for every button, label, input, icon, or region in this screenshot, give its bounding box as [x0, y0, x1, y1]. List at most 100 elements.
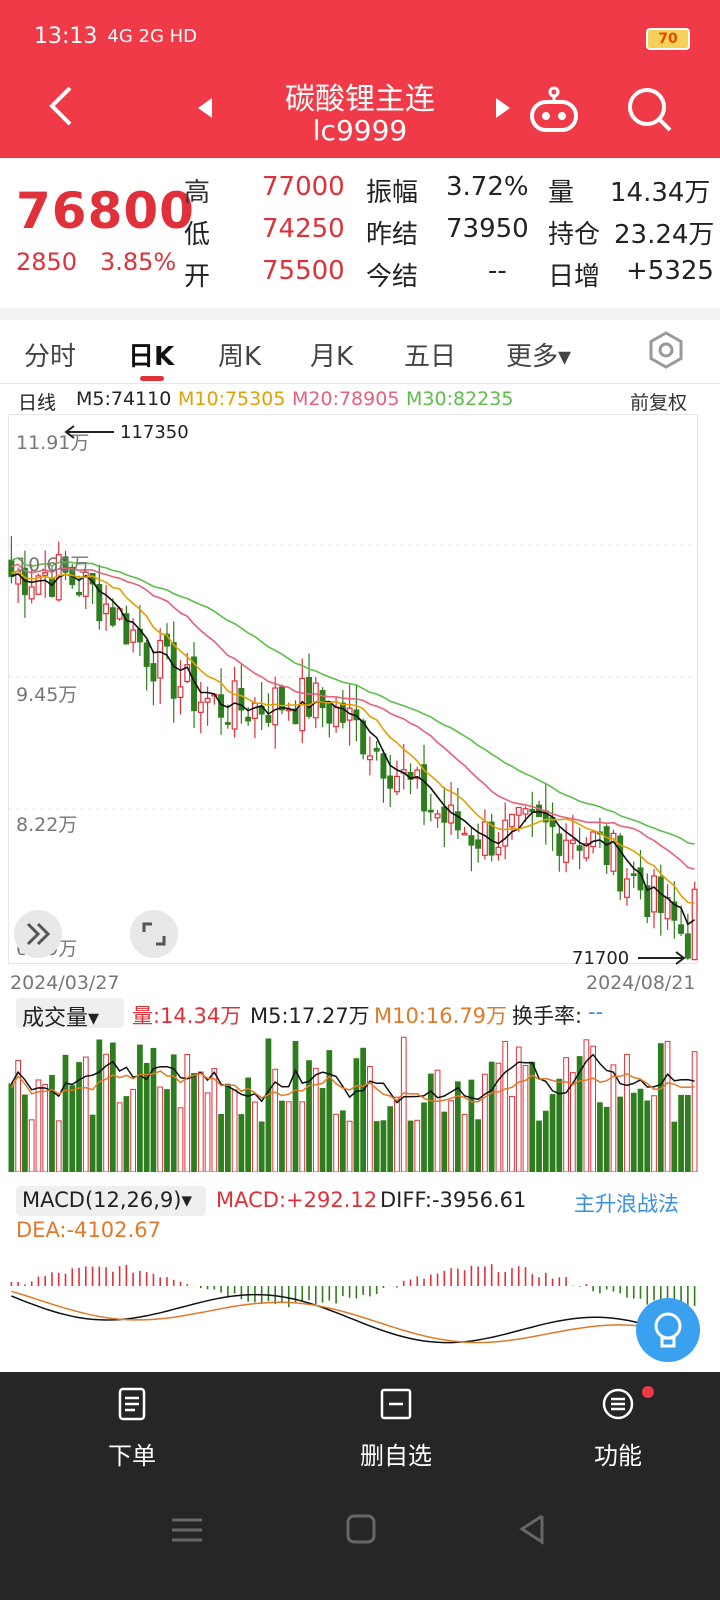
volume-m5-legend: M5:17.27万 — [250, 1004, 370, 1028]
remove-watchlist-button[interactable]: 删自选 — [336, 1386, 456, 1471]
settle-value: -- — [488, 256, 507, 286]
candle-body — [62, 556, 69, 573]
home-icon[interactable] — [346, 1514, 376, 1544]
open-value: 75500 — [262, 256, 345, 286]
volume-bar — [360, 1047, 367, 1172]
candle-body — [238, 688, 245, 711]
order-button[interactable]: 下单 — [72, 1386, 192, 1471]
volume-bar — [89, 1114, 96, 1172]
volume-bar — [35, 1079, 42, 1172]
candle-body — [245, 716, 252, 722]
candle-body — [671, 901, 678, 921]
volume-bar — [346, 1120, 353, 1172]
macd-chart[interactable] — [8, 1246, 698, 1358]
volume-bar — [211, 1068, 218, 1172]
volume-bar — [684, 1094, 691, 1172]
tab-more[interactable]: 更多▾ — [506, 342, 572, 372]
ma5-legend: M5:74110 — [76, 388, 172, 410]
volume-bar — [231, 1089, 238, 1172]
volume-bar — [678, 1094, 684, 1172]
back-icon[interactable] — [42, 82, 80, 130]
candle-body — [630, 873, 637, 876]
ma10-line — [11, 569, 695, 905]
candle-body — [360, 720, 367, 755]
volume-indicator-selector[interactable]: 成交量▾ — [16, 998, 124, 1031]
macd-selector-label: MACD(12,26,9)▾ — [22, 1188, 193, 1212]
volume-bar — [461, 1113, 468, 1172]
volume-bar — [252, 1101, 258, 1172]
candle-body — [35, 575, 42, 595]
volume-bar — [49, 1074, 55, 1172]
prev-contract-icon[interactable] — [196, 96, 214, 120]
back-nav-icon[interactable] — [519, 1514, 544, 1545]
battery-icon: 70 — [646, 28, 690, 50]
diff-legend: DIFF:-3956.61 — [380, 1188, 527, 1212]
strategy-link[interactable]: 主升浪战法 — [574, 1192, 679, 1216]
next-contract-icon[interactable] — [494, 96, 512, 120]
tab-weekly-k[interactable]: 周K — [218, 342, 262, 372]
kline-chart[interactable] — [8, 414, 698, 964]
candle-body — [76, 591, 82, 596]
tab-five-day[interactable]: 五日 — [404, 342, 457, 372]
candle-body — [515, 806, 522, 816]
candle-body — [8, 559, 15, 577]
volume-bar — [597, 1102, 603, 1172]
y-label-2: 10.68万 — [16, 554, 90, 576]
hint-button[interactable] — [636, 1298, 700, 1362]
menu-circle-icon — [602, 1388, 634, 1420]
functions-button[interactable]: 功能 — [558, 1386, 678, 1471]
notification-dot — [642, 1386, 654, 1398]
quote-panel: 76800 2850 3.85% 高 77000 低 74250 开 75500… — [0, 158, 720, 308]
chart-panel: 日线 M5:74110 M10:75305 M20:78905 M30:8223… — [0, 384, 720, 1370]
volume-bar — [583, 1039, 590, 1172]
robot-assistant-icon[interactable] — [526, 82, 582, 138]
candle-body — [143, 642, 150, 667]
volume-bar — [333, 1113, 339, 1172]
volume-bar — [28, 1119, 35, 1172]
high-label: 高 — [184, 178, 211, 208]
macd-indicator-selector[interactable]: MACD(12,26,9)▾ — [16, 1186, 206, 1216]
volume-bar — [468, 1079, 475, 1172]
change-percent: 3.85% — [99, 248, 177, 276]
volume-bar — [339, 1110, 346, 1172]
tab-intraday[interactable]: 分时 — [24, 342, 77, 372]
volume-bar — [529, 1061, 536, 1172]
candle-body — [610, 832, 617, 872]
dea-legend: DEA:-4102.67 — [16, 1218, 161, 1242]
adjust-mode[interactable]: 前复权 — [630, 392, 688, 414]
macd-value-legend: MACD:+292.12 — [216, 1188, 378, 1212]
volume-bar — [644, 1100, 651, 1172]
volume-chart[interactable] — [8, 1030, 698, 1172]
bottom-action-bar: 下单 删自选 功能 — [0, 1372, 720, 1600]
settings-hexagon-icon[interactable] — [646, 330, 686, 370]
open-label: 开 — [184, 262, 211, 292]
volume-bar — [218, 1114, 224, 1172]
volume-bar — [563, 1057, 569, 1172]
volume-bar — [285, 1101, 292, 1172]
search-icon[interactable] — [622, 82, 678, 138]
expand-button[interactable] — [14, 910, 62, 958]
daily-change-label: 日增 — [548, 262, 601, 292]
volume-bar — [42, 1084, 49, 1172]
volume-bar — [515, 1046, 522, 1172]
tab-monthly-k[interactable]: 月K — [310, 342, 354, 372]
tab-daily-k[interactable]: 日K — [128, 342, 175, 372]
candle-body — [691, 888, 698, 961]
volume-bar — [170, 1054, 177, 1172]
candle-body — [96, 583, 103, 622]
candle-body — [49, 577, 55, 597]
fullscreen-button[interactable] — [130, 910, 178, 958]
volume-bar — [265, 1038, 272, 1172]
recent-apps-icon[interactable] — [172, 1518, 202, 1542]
volume-ma10-line — [10, 1070, 695, 1103]
order-form-icon — [118, 1387, 146, 1421]
volume-bar — [407, 1120, 414, 1172]
volume-bar — [143, 1062, 150, 1172]
kline-chart-frame[interactable] — [8, 414, 698, 964]
candle-body — [522, 808, 529, 815]
candle-body — [678, 924, 685, 934]
volume-bar — [204, 1092, 211, 1172]
volume-bar — [55, 1120, 62, 1172]
volume-bar — [258, 1121, 265, 1172]
volume-bar — [671, 1121, 678, 1172]
